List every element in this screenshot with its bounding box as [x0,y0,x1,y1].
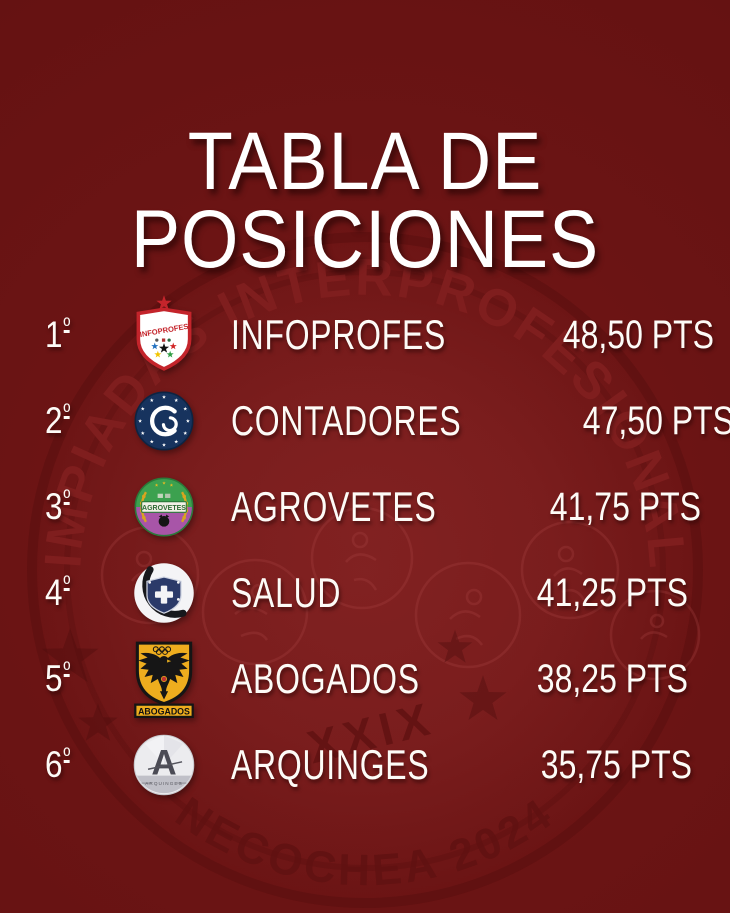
team-name: INFOPROFES [231,311,447,358]
team-name: AGROVETES [231,483,437,530]
team-points: 41,75 PTS [550,484,702,529]
team-name: SALUD [231,569,342,616]
team-points: 38,25 PTS [536,656,688,701]
team-points: 48,50 PTS [562,312,715,357]
svg-text:ARQUINGES: ARQUINGES [145,781,183,786]
title-line-1: TABLA DE [187,115,543,207]
team-logo-arquinges: A ARQUINGES [105,731,223,799]
table-row: 2º [45,378,730,464]
rank: 2º [45,399,71,441]
rank: 1º [45,313,71,355]
table-row: 1º INFOPROFES INFOPROFES [45,292,714,378]
rank: 5º [45,657,71,699]
rank: 3º [45,485,71,527]
team-logo-contadores [105,387,223,455]
team-points: 41,25 PTS [536,570,688,615]
table-row: 3º [45,464,701,550]
team-logo-salud [105,559,223,627]
team-name: CONTADORES [231,397,462,444]
team-name: ABOGADOS [231,655,420,702]
team-points: 35,75 PTS [540,742,693,787]
table-row: 4º SALUD 41,25 PTS [45,550,688,636]
page-title: TABLA DE POSICIONES [0,115,730,285]
title-line-2: POSICIONES [130,193,600,285]
team-points: 47,50 PTS [583,398,730,443]
team-logo-abogados: ABOGADOS [105,638,223,720]
svg-text:ABOGADOS: ABOGADOS [138,706,190,716]
rank: 4º [45,571,71,613]
svg-text:AGROVETES: AGROVETES [142,505,186,512]
team-logo-infoprofes: INFOPROFES [105,295,223,375]
table-row: 5º ABOGADOS ABOGADOS [45,636,688,722]
team-logo-agrovetes: AGROVETES [105,473,223,541]
svg-text:A: A [151,744,176,783]
table-row: 6º A ARQUINGES ARQUINGES 35,75 PTS [45,722,692,808]
rank: 6º [45,743,71,785]
standings-table: 1º INFOPROFES INFOPROFES [45,292,730,808]
team-name: ARQUINGES [231,741,430,788]
